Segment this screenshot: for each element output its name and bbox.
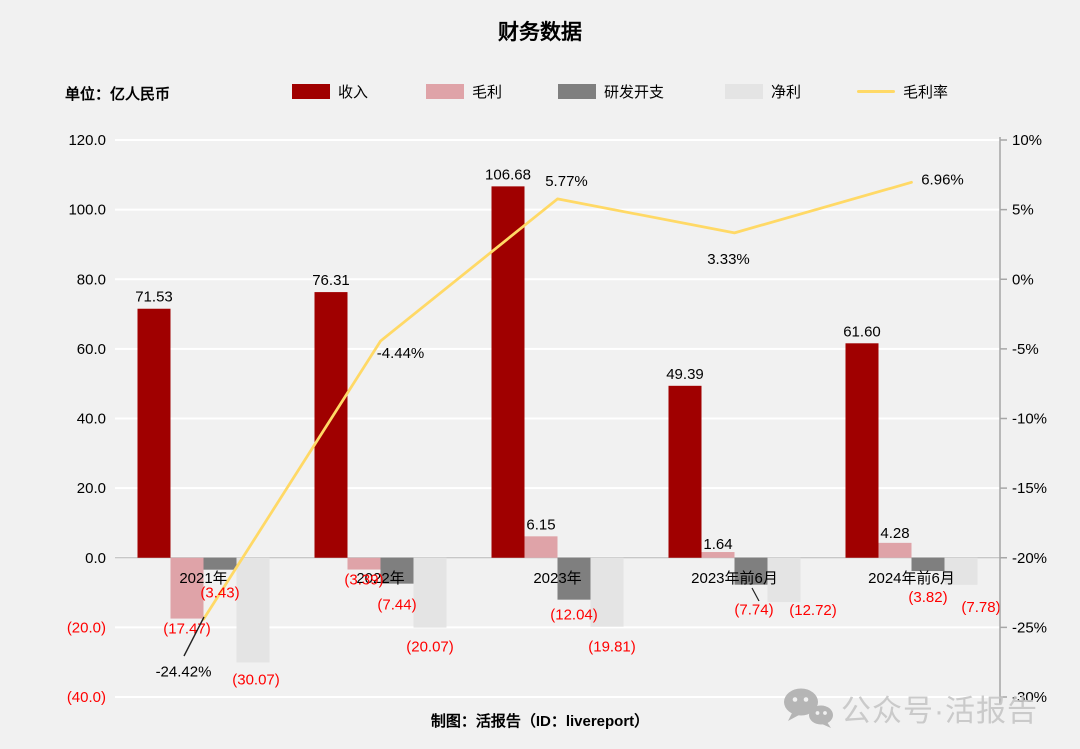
bar-gross-profit-2: [524, 536, 558, 558]
category-label-4: 2024年前6月: [868, 570, 955, 587]
value-label-net-profit-2: (19.81): [588, 639, 636, 656]
bar-net-profit-4: [944, 557, 978, 585]
bar-net-profit-1: [413, 557, 447, 628]
left-axis-tick-5: 20.0: [77, 480, 106, 497]
category-label-2: 2023年: [533, 570, 581, 587]
right-axis-tick-label-6: -20%: [1012, 550, 1047, 567]
bar-rd-expense-1: [380, 557, 414, 584]
bar-revenue-4: [845, 343, 879, 558]
legend-label-net-profit: 净利: [771, 83, 802, 101]
legend-item-revenue: 收入: [292, 81, 368, 101]
left-axis-tick-7: (20.0): [67, 619, 106, 636]
bar-rd-expense-3: [734, 557, 768, 585]
value-label-rd-expense-4: (3.82): [908, 589, 947, 606]
value-label-gross-profit-0: (17.47): [163, 621, 211, 638]
leader-line-rd-2023h1: [751, 587, 760, 602]
value-label-rd-expense-3: (7.74): [734, 602, 773, 619]
value-label-gross-profit-2: 6.15: [526, 516, 555, 533]
left-axis-tick-2: 80.0: [77, 271, 106, 288]
value-label-rd-expense-2: (12.04): [550, 607, 598, 624]
value-label-revenue-3: 49.39: [666, 366, 704, 383]
legend-item-gross-profit: 毛利: [426, 81, 502, 101]
right-axis-tick-label-7: -25%: [1012, 619, 1047, 636]
legend-label-gross-profit: 毛利: [472, 83, 503, 101]
value-label-gross-profit-3: 1.64: [703, 536, 732, 553]
bar-rd-expense-2: [557, 557, 591, 600]
bar-gross-profit-4: [878, 542, 912, 558]
page-title: 财务数据: [498, 21, 582, 44]
value-label-rd-expense-1: (7.44): [377, 597, 416, 614]
value-label-net-profit-3: (12.72): [789, 602, 837, 619]
category-label-1: 2022年: [356, 570, 404, 587]
bar-revenue-2: [491, 186, 525, 558]
value-label-net-profit-0: (30.07): [232, 671, 280, 688]
bar-gross-profit-3: [701, 552, 735, 558]
value-label-revenue-1: 76.31: [312, 272, 350, 289]
category-label-0: 2021年: [179, 570, 227, 587]
legend-label-revenue: 收入: [338, 83, 369, 101]
right-axis-tick-label-0: 10%: [1012, 132, 1042, 149]
unit-label: 单位：亿人民币: [65, 86, 171, 103]
left-axis-tick-0: 120.0: [68, 132, 106, 149]
legend-item-rd-expense: 研发开支: [558, 81, 664, 101]
legend: 收入 毛利 研发开支 净利 毛利率: [0, 81, 1080, 103]
legend-swatch-net-profit: [725, 83, 763, 99]
value-label-revenue-4: 61.60: [843, 323, 881, 340]
legend-swatch-revenue: [292, 83, 330, 99]
bar-revenue-3: [668, 385, 702, 558]
left-axis-tick-3: 60.0: [77, 341, 106, 358]
value-label-rd-expense-0: (3.43): [200, 585, 239, 602]
footer-credit: 制图：活报告（ID：livereport）: [430, 713, 650, 730]
value-label-gross-margin-2: 5.77%: [545, 173, 588, 190]
right-axis-tick-label-5: -15%: [1012, 480, 1047, 497]
watermark-text: 公众号·活报告: [841, 695, 1038, 728]
left-axis-tick-8: (40.0): [67, 689, 106, 706]
value-label-revenue-2: 106.68: [485, 166, 531, 183]
right-axis-tick-label-3: -5%: [1012, 341, 1039, 358]
category-label-3: 2023年前6月: [691, 570, 778, 587]
value-label-gross-profit-1: (3.39): [344, 572, 383, 589]
right-axis-tick-label-1: 5%: [1012, 202, 1034, 219]
value-label-gross-margin-3: 3.33%: [707, 251, 750, 268]
value-label-gross-margin-0: -24.42%: [156, 663, 212, 680]
left-axis-tick-1: 100.0: [68, 202, 106, 219]
value-label-gross-margin-4: 6.96%: [921, 171, 964, 188]
bar-net-profit-3: [767, 557, 801, 603]
left-axis-tick-6: 0.0: [85, 550, 106, 567]
value-label-gross-margin-1: -4.44%: [377, 345, 425, 362]
legend-swatch-gross-profit: [426, 83, 464, 99]
bar-revenue-1: [314, 292, 348, 558]
left-axis-tick-4: 40.0: [77, 411, 106, 428]
legend-item-net-profit: 净利: [725, 81, 801, 101]
series-line-gross-margin: [202, 180, 913, 621]
leader-line-margin-2021: [183, 616, 205, 657]
legend-item-gross-margin: 毛利率: [857, 81, 948, 101]
bar-gross-profit-0: [170, 557, 204, 619]
value-label-net-profit-1: (20.07): [406, 639, 454, 656]
watermark: 公众号·活报告: [781, 686, 1038, 730]
value-label-revenue-0: 71.53: [135, 289, 173, 306]
right-axis-tick-label-2: 0%: [1012, 271, 1034, 288]
bar-gross-profit-1: [347, 557, 381, 570]
bar-net-profit-0: [236, 557, 270, 663]
bar-revenue-0: [137, 308, 171, 558]
bar-rd-expense-0: [203, 557, 237, 570]
bar-rd-expense-4: [911, 557, 945, 572]
legend-label-gross-margin: 毛利率: [903, 83, 949, 101]
legend-swatch-gross-margin: [857, 89, 895, 93]
value-label-net-profit-4: (7.78): [961, 599, 1000, 616]
right-axis-tick-label-8: -30%: [1012, 689, 1047, 706]
bar-net-profit-2: [590, 557, 624, 627]
legend-swatch-rd-expense: [558, 83, 596, 99]
legend-label-rd-expense: 研发开支: [604, 83, 665, 101]
value-label-gross-profit-4: 4.28: [880, 525, 909, 542]
wechat-icon: [784, 688, 833, 728]
right-axis-tick-label-4: -10%: [1012, 411, 1047, 428]
